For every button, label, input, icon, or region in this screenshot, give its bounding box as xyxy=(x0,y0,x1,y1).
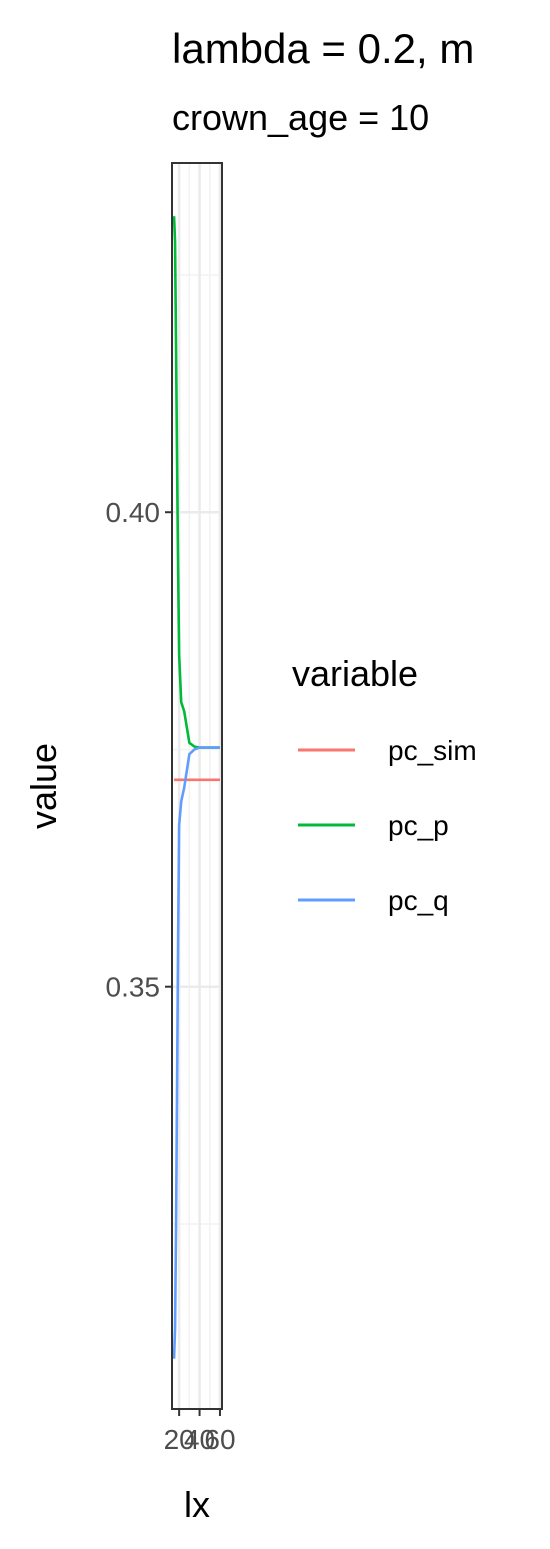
y-axis: 0.35 0.40 xyxy=(106,497,172,1003)
legend-label-pc-p: pc_p xyxy=(388,810,449,841)
y-axis-title: value xyxy=(23,743,64,829)
series-layer xyxy=(172,216,220,1359)
x-tick-label: 60 xyxy=(204,1424,235,1455)
x-tick-label: 40 xyxy=(184,1424,215,1455)
legend-title: variable xyxy=(292,653,418,694)
legend-label-pc-q: pc_q xyxy=(388,885,449,916)
y-tick-label: 0.40 xyxy=(106,497,161,528)
chart-title: lambda = 0.2, m xyxy=(172,25,474,72)
chart-subtitle: crown_age = 10 xyxy=(172,97,429,138)
x-tick-label: 20 xyxy=(164,1424,195,1455)
x-axis-title: lx xyxy=(184,1484,210,1525)
series-line-pc-q xyxy=(172,746,220,1359)
major-grid xyxy=(172,163,222,1409)
legend-label-pc-sim: pc_sim xyxy=(388,735,477,766)
legend: pc_sim pc_p pc_q xyxy=(298,735,477,916)
plot-panel-border xyxy=(171,162,223,1410)
y-tick-label: 0.35 xyxy=(106,972,161,1003)
